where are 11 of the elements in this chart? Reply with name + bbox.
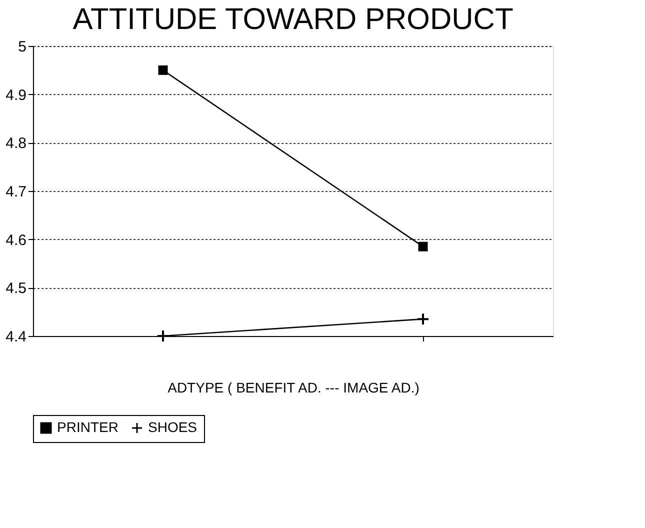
legend-label: PRINTER [57,419,118,435]
y-tick-label: 4.5 [6,280,26,298]
y-tick-label: 4.9 [6,86,26,104]
x-axis-title: ADTYPE ( BENEFIT AD. --- IMAGE AD.) [168,380,420,396]
y-tick-label: 4.7 [6,184,26,200]
legend-label: SHOES [148,419,198,435]
y-tick-label: 4.6 [6,232,26,249]
y-tick-label: 4.8 [6,135,26,152]
chart-title: ATTITUDE TOWARD PRODUCT [72,3,514,36]
y-tick-label: 4.4 [6,328,26,346]
y-tick-label: 5 [18,38,26,56]
